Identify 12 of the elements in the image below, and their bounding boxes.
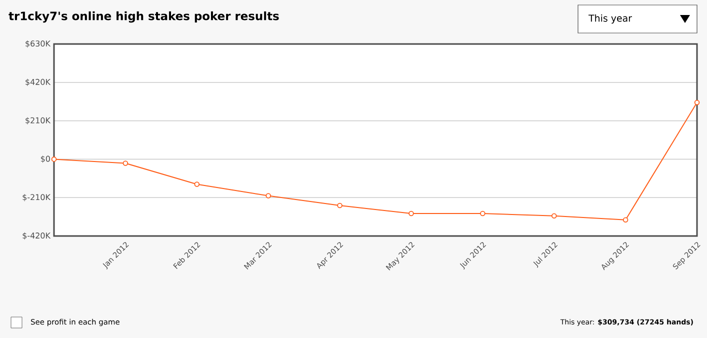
point — [551, 213, 557, 219]
point — [51, 156, 57, 162]
point — [122, 160, 128, 166]
point — [337, 202, 342, 208]
point — [694, 100, 700, 106]
point — [408, 210, 414, 216]
chart-title: tr1cky7's online high stakes poker results — [8, 11, 279, 23]
text: This year — [588, 14, 632, 24]
point — [266, 193, 271, 198]
point — [622, 217, 628, 223]
point — [194, 182, 200, 187]
point — [480, 210, 486, 216]
